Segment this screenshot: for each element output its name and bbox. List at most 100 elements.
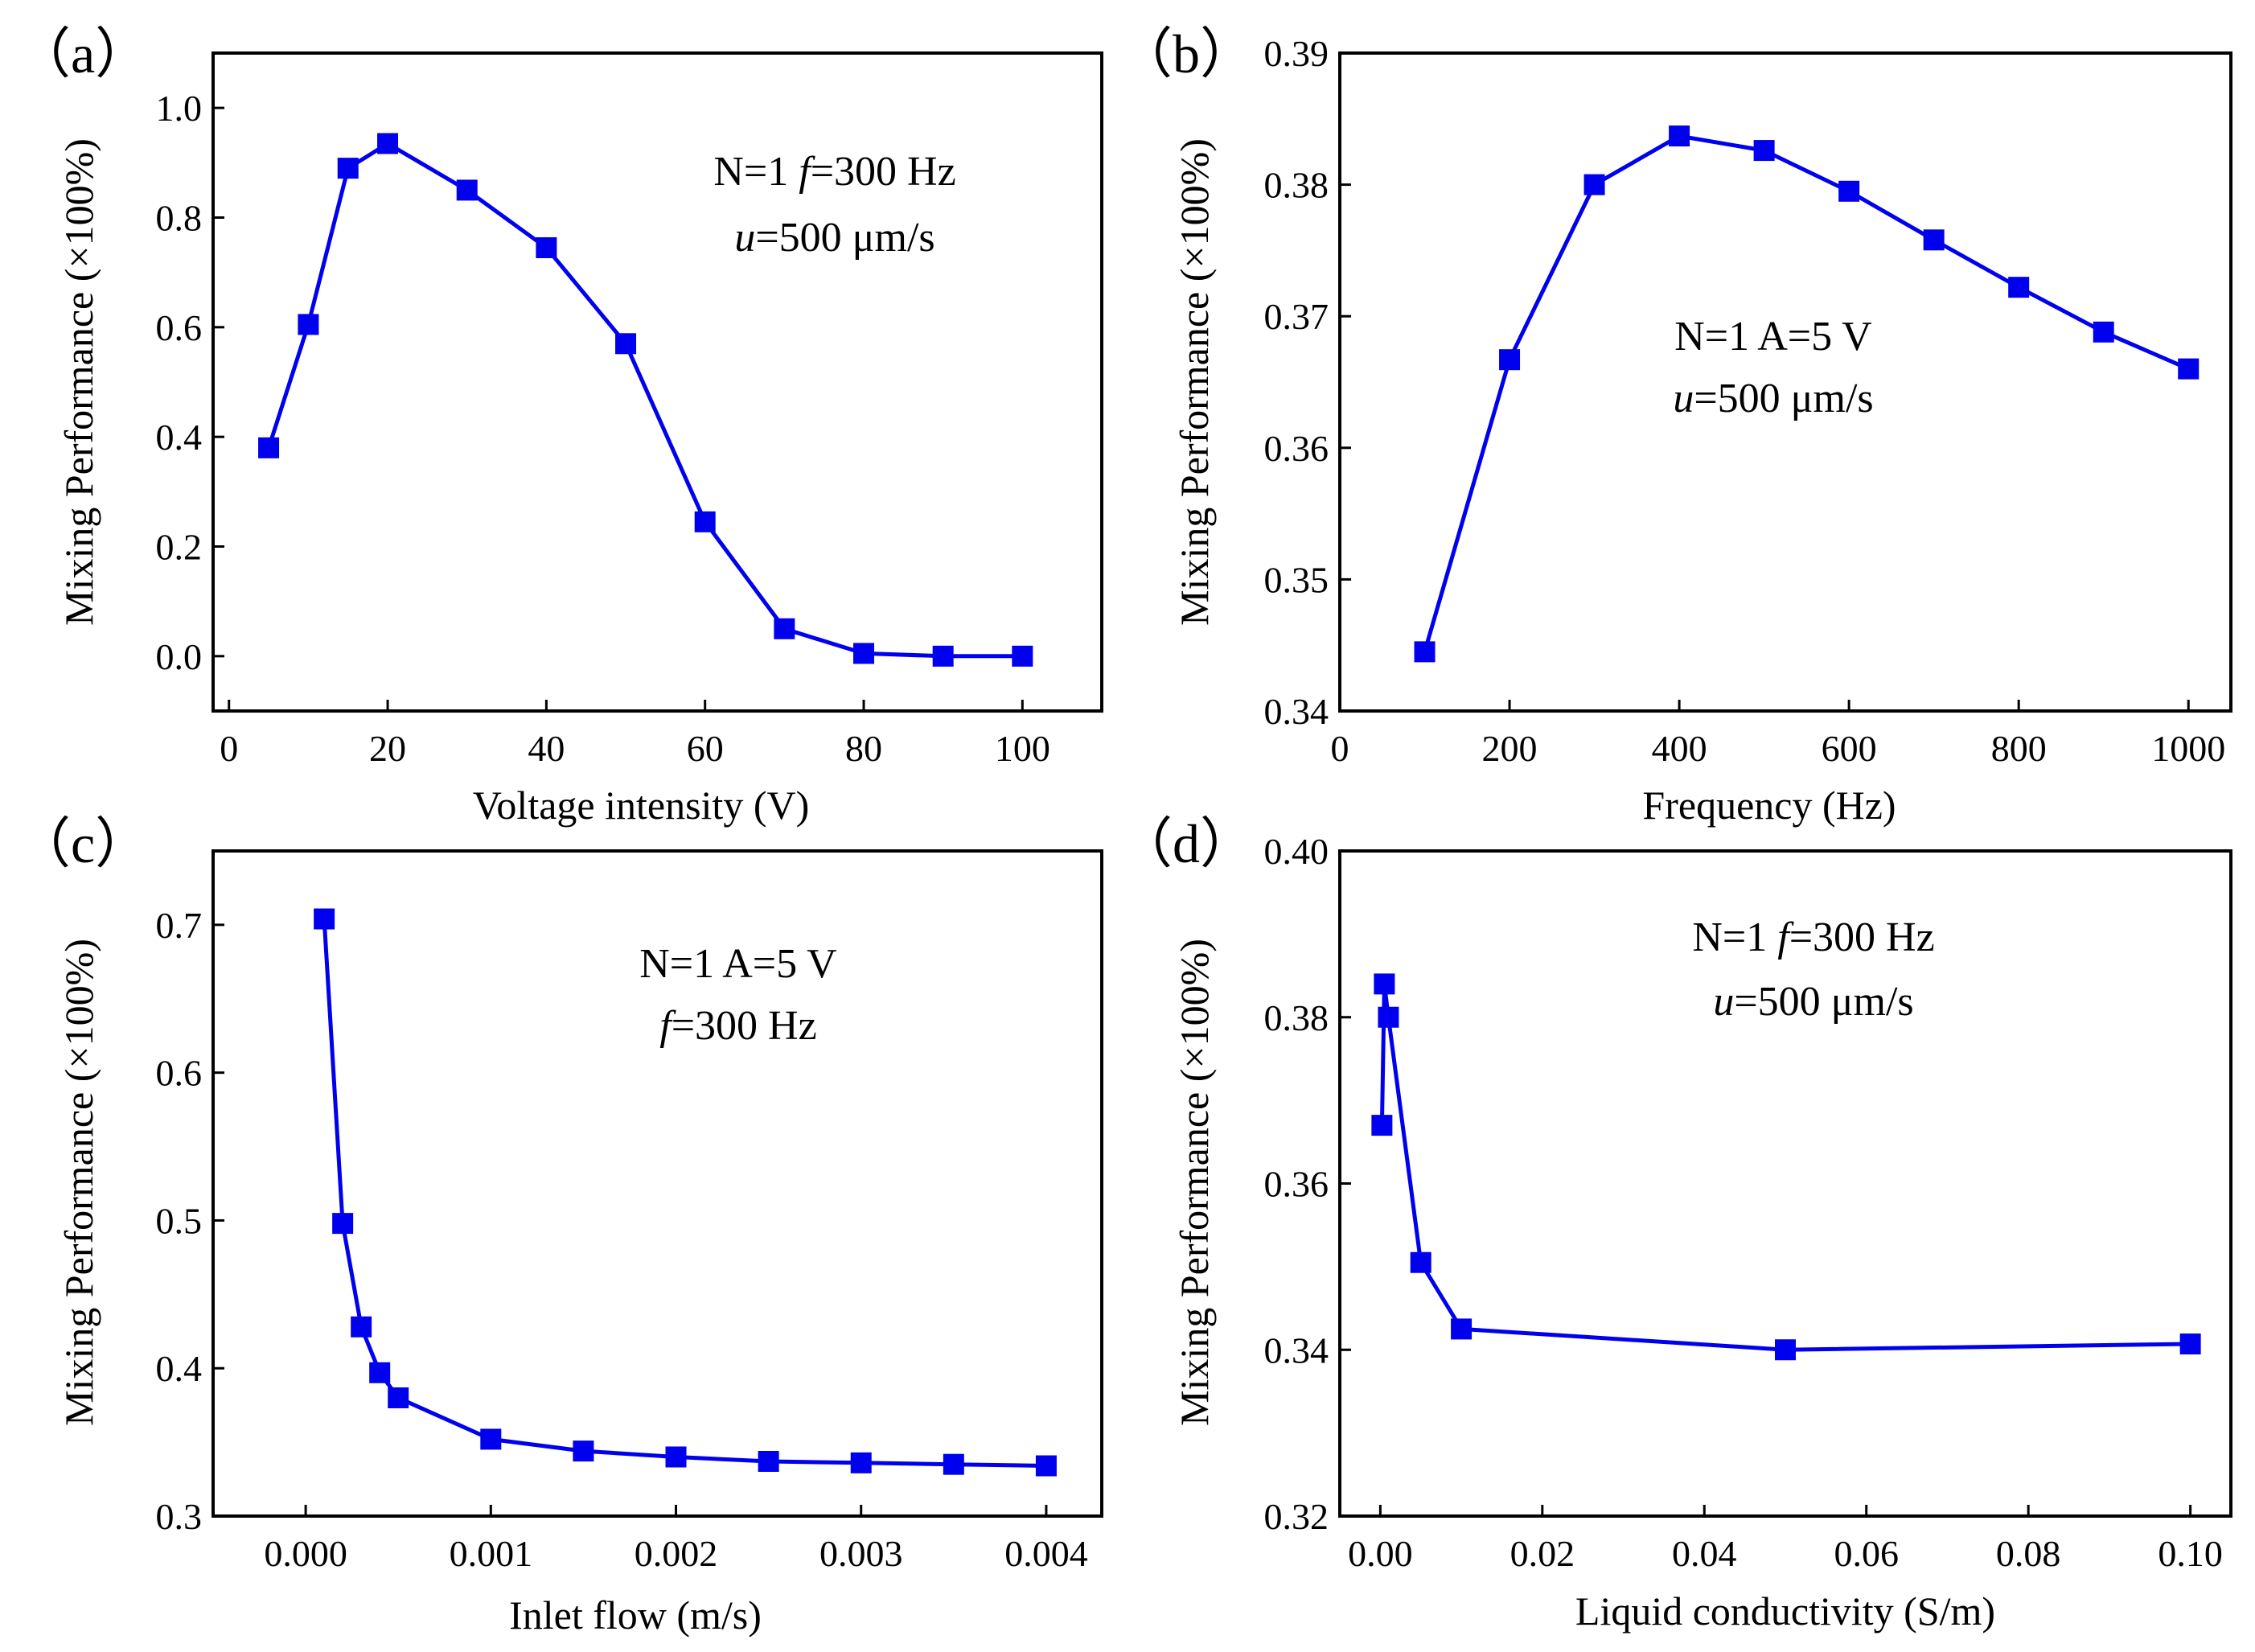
data-point	[943, 1453, 964, 1475]
y-tick-label: 0.38	[1264, 997, 1329, 1038]
annotation-line-2: u=500 μm/s	[1673, 376, 1873, 421]
x-tick-label: 200	[1482, 728, 1538, 769]
y-tick-label: 0.4	[156, 1348, 203, 1389]
annotation-u-symbol: u	[1673, 376, 1694, 421]
y-tick-label: 0.4	[156, 417, 203, 458]
x-tick-label: 0	[1331, 728, 1349, 769]
annotation-u-value: =500 μm/s	[755, 215, 934, 261]
x-tick-label: 0.06	[1834, 1533, 1899, 1574]
x-axis-ticks: 0 200 400 600 800 1000	[1331, 700, 2225, 769]
x-tick-label: 0.004	[1004, 1533, 1088, 1574]
data-point	[314, 908, 335, 930]
data-point	[1035, 1455, 1057, 1477]
y-tick-label: 0.8	[156, 198, 203, 239]
x-tick-label: 80	[845, 728, 882, 769]
y-axis-ticks: 0.34 0.35 0.36 0.37 0.38 0.39	[1264, 33, 1351, 732]
data-point	[1012, 645, 1033, 667]
data-point	[615, 333, 637, 355]
y-tick-label: 0.34	[1264, 1329, 1329, 1371]
data-point	[1378, 1006, 1399, 1028]
annotation-f-value: =300 Hz	[672, 1003, 817, 1049]
x-axis-ticks: 0.000 0.001 0.002 0.003 0.004	[264, 1505, 1088, 1574]
y-axis-label: Mixing Performance (×100%)	[1172, 939, 1217, 1426]
y-tick-label: 0.34	[1264, 691, 1329, 732]
y-tick-label: 0.35	[1264, 559, 1329, 600]
x-tick-label: 0.000	[264, 1533, 347, 1574]
annotation-u-symbol: u	[734, 215, 755, 261]
data-point	[480, 1428, 502, 1450]
x-tick-label: 0.04	[1672, 1533, 1737, 1574]
panel-b: （b） 0 200 400 600 800 1000 0.340.350.360.370.…	[1118, 23, 2232, 828]
data-point	[1410, 1251, 1431, 1273]
x-tick-label: 1000	[2151, 728, 2225, 769]
x-tick-label: 0	[220, 728, 238, 769]
data-point	[1414, 641, 1436, 663]
annotation-line-1: N=1 A=5 V	[1674, 314, 1872, 360]
data-point	[774, 618, 795, 639]
x-tick-label: 20	[369, 728, 406, 769]
y-tick-label: 0.5	[156, 1200, 203, 1241]
data-point	[377, 133, 399, 154]
data-point	[337, 158, 359, 179]
data-point	[1753, 140, 1775, 162]
annotation-n: N=1	[1692, 914, 1777, 960]
panel-c: （c） 0.000 0.001 0.002 0.003 0.004 0.30.40.50…	[16, 813, 1103, 1638]
plot-frame	[212, 849, 1103, 1518]
data-point	[332, 1213, 354, 1235]
y-axis-ticks: 0.3 0.4 0.5 0.6 0.7	[156, 905, 224, 1537]
annotation-u-value: =500 μm/s	[1694, 376, 1873, 421]
data-series	[258, 133, 1033, 667]
annotation-n: N=1	[713, 149, 799, 195]
y-axis-ticks: 0.0 0.2 0.4 0.6 0.8 1.0	[156, 88, 224, 677]
y-tick-label: 1.0	[156, 88, 203, 129]
annotation-line-1: N=1 f=300 Hz	[713, 149, 955, 195]
x-tick-label: 0.02	[1510, 1533, 1575, 1574]
x-tick-label: 600	[1822, 728, 1877, 769]
data-point	[2178, 358, 2200, 380]
series-line	[1379, 981, 2191, 1352]
data-point	[258, 437, 280, 458]
data-point	[932, 645, 954, 667]
x-axis-label: Frequency (Hz)	[1642, 783, 1896, 828]
data-point	[1451, 1318, 1473, 1340]
data-point	[758, 1451, 779, 1473]
y-axis-label: Mixing Performance (×100%)	[56, 939, 101, 1426]
data-point	[665, 1446, 687, 1468]
data-point	[369, 1362, 391, 1383]
x-axis-ticks: 0.00 0.02 0.04 0.06 0.08 0.10	[1348, 1505, 2223, 1574]
panel-d: （d） 0.00 0.02 0.04 0.06 0.08 0.10 0.320.340.3…	[1118, 813, 2232, 1634]
x-tick-label: 0.001	[450, 1533, 533, 1574]
annotation-na: N=1 A=5 V	[1674, 314, 1872, 360]
series-line	[322, 918, 1046, 1468]
data-point	[573, 1440, 594, 1462]
data-point	[694, 511, 716, 532]
data-point	[850, 1452, 872, 1473]
panel-label: （b）	[1118, 23, 1255, 84]
data-point	[2179, 1334, 2201, 1355]
panel-label: （a）	[16, 23, 150, 84]
data-point	[1374, 973, 1395, 995]
data-point	[1499, 349, 1521, 371]
x-tick-label: 60	[687, 728, 724, 769]
y-tick-label: 0.39	[1264, 33, 1329, 74]
annotation-line-2: u=500 μm/s	[734, 215, 934, 261]
plot-frame	[1338, 51, 2232, 713]
data-point	[298, 314, 319, 335]
x-tick-label: 0.00	[1348, 1533, 1413, 1574]
data-series	[1371, 973, 2201, 1361]
x-tick-label: 400	[1652, 728, 1707, 769]
data-point	[853, 643, 875, 664]
annotation-line-1: N=1 A=5 V	[639, 941, 837, 987]
data-point	[2093, 321, 2114, 343]
y-tick-label: 0.7	[156, 905, 203, 946]
series-line	[1423, 134, 2190, 653]
y-tick-label: 0.38	[1264, 165, 1329, 206]
x-tick-label: 0.10	[2158, 1533, 2223, 1574]
data-point	[2008, 277, 2030, 298]
y-tick-label: 0.0	[156, 636, 203, 677]
annotation-u-value: =500 μm/s	[1734, 979, 1913, 1025]
y-tick-label: 0.32	[1264, 1496, 1329, 1537]
y-tick-label: 0.6	[156, 307, 203, 348]
x-tick-label: 100	[995, 728, 1050, 769]
